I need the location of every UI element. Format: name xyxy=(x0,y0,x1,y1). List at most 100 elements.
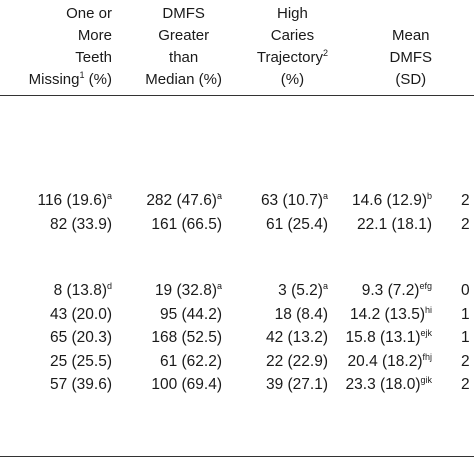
header-line: Median (%) xyxy=(145,71,222,88)
cell-superscript: ejk xyxy=(420,328,432,338)
table-cell: 15.8 (13.1)ejk xyxy=(346,326,432,349)
cell-value: 39 (27.1) xyxy=(265,376,328,393)
cell-value: 161 (66.5) xyxy=(151,215,222,233)
truncated-cell: 2 xyxy=(461,352,470,370)
table-cell: 168 (52.5) xyxy=(151,326,222,349)
truncated-cell: 2 xyxy=(461,376,470,393)
cell-value: 82 (33.9) xyxy=(49,215,112,233)
col-header-mean-dmfs: Mean DMFS (SD) xyxy=(390,25,433,91)
header-line: Mean xyxy=(391,27,430,44)
truncated-cell: 2 xyxy=(461,215,470,233)
table-cell: 65 (20.3) xyxy=(50,326,112,349)
cell-value: 19 (32.8) xyxy=(154,282,217,299)
cell-superscript: hi xyxy=(424,304,432,315)
table-cell: 61 (62.2) xyxy=(160,350,222,373)
cell-value: 61 (62.2) xyxy=(159,352,222,370)
header-line: More xyxy=(77,27,112,44)
cell-value: 9.3 (7.2) xyxy=(361,282,420,299)
cell-value: 168 (52.5) xyxy=(151,329,222,346)
cell-superscript: a xyxy=(216,281,222,291)
header-line: Greater xyxy=(158,27,210,44)
cell-value: 23.3 (18.0) xyxy=(345,376,421,393)
header-line: Missing xyxy=(28,71,80,88)
table-row: 25 (25.5) 61 (62.2) 22 (22.9) 20.4 (18.2)fh… xyxy=(0,350,474,373)
col-header-teeth-missing: One or More Teeth Missing1 (%) xyxy=(29,3,112,91)
cell-superscript: a xyxy=(216,191,222,201)
table-cell: 8 (13.8)d xyxy=(54,279,112,302)
cell-value: 116 (19.6) xyxy=(37,192,107,209)
header-line: High xyxy=(277,5,308,22)
cell-value: 22 (22.9) xyxy=(265,352,328,370)
cell-superscript: a xyxy=(322,191,328,201)
table-cell: 61 (25.4) xyxy=(266,213,328,236)
header-line: Teeth xyxy=(75,49,112,66)
cell-value: 22.1 (18.1) xyxy=(357,215,432,233)
table-cell: 161 (66.5) xyxy=(151,213,222,236)
bottom-rule xyxy=(0,456,474,457)
table-cell: 20.4 (18.2)fhj xyxy=(348,350,432,373)
cell-value: 25 (25.5) xyxy=(49,352,112,370)
table-cell: 100 (69.4) xyxy=(151,373,222,396)
cell-value: 18 (8.4) xyxy=(274,305,328,323)
cell-value: 20.4 (18.2) xyxy=(347,352,423,370)
table-cell: 39 (27.1) xyxy=(266,373,328,396)
header-line: One or xyxy=(66,5,112,22)
cell-value: 61 (25.4) xyxy=(265,215,328,233)
cell-value: 43 (20.0) xyxy=(49,305,112,323)
header-line: DMFS xyxy=(389,49,433,66)
header-line: Caries xyxy=(270,27,315,44)
cell-value: 42 (13.2) xyxy=(265,329,328,346)
table-row: 82 (33.9) 161 (66.5) 61 (25.4) 22.1 (18.1) 2 xyxy=(0,213,474,236)
cell-value: 3 (5.2) xyxy=(278,282,323,299)
header-line: DMFS xyxy=(162,5,205,22)
footnote-marker: 1 xyxy=(79,70,85,80)
cell-superscript: fhj xyxy=(422,351,432,362)
cell-superscript: b xyxy=(426,191,432,201)
header-unit: (%) xyxy=(84,71,112,88)
table-cell: 23.3 (18.0)gik xyxy=(346,373,432,396)
truncated-cell: 1 xyxy=(461,305,470,323)
table-row: 116 (19.6)a 282 (47.6)a 63 (10.7)a 14.6 (12… xyxy=(0,189,474,212)
table-row: 65 (20.3) 168 (52.5) 42 (13.2) 15.8 (13.1)e… xyxy=(0,326,474,349)
table-cell: 57 (39.6) xyxy=(50,373,112,396)
header-line: Trajectory xyxy=(256,49,323,66)
cell-superscript: d xyxy=(106,281,112,291)
table-cell: 25 (25.5) xyxy=(50,350,112,373)
col-header-high-caries: High Caries Trajectory2 (%) xyxy=(257,3,328,91)
table-cell: 14.2 (13.5)hi xyxy=(350,303,432,326)
cell-value: 8 (13.8) xyxy=(53,282,107,299)
cell-value: 57 (39.6) xyxy=(49,376,112,393)
cell-superscript: efg xyxy=(419,281,432,291)
cell-value: 65 (20.3) xyxy=(49,329,112,346)
footnote-marker: 2 xyxy=(322,48,328,58)
header-line: (SD) xyxy=(395,71,427,88)
cell-value: 14.6 (12.9) xyxy=(352,192,427,209)
cell-superscript: gik xyxy=(420,375,432,385)
table-cell: 9.3 (7.2)efg xyxy=(362,279,432,302)
col-header-dmfs-greater: DMFS Greater than Median (%) xyxy=(145,3,222,91)
table-cell: 63 (10.7)a xyxy=(261,189,328,212)
table-cell: 282 (47.6)a xyxy=(146,189,222,212)
table-row: 43 (20.0) 95 (44.2) 18 (8.4) 14.2 (13.5)hi 1 xyxy=(0,303,474,326)
cell-value: 95 (44.2) xyxy=(159,305,222,323)
header-line: than xyxy=(169,49,199,66)
table-cell: 22 (22.9) xyxy=(266,350,328,373)
table-cell: 95 (44.2) xyxy=(160,303,222,326)
cell-superscript: a xyxy=(322,281,328,291)
cell-value: 63 (10.7) xyxy=(260,192,323,209)
header-unit: (%) xyxy=(280,71,305,88)
cell-value: 100 (69.4) xyxy=(151,376,222,393)
cell-value: 14.2 (13.5) xyxy=(350,305,425,323)
cell-value: 282 (47.6) xyxy=(146,192,217,209)
table-cell: 42 (13.2) xyxy=(266,326,328,349)
table-cell: 18 (8.4) xyxy=(275,303,328,326)
header-rule xyxy=(0,95,474,96)
truncated-cell: 1 xyxy=(461,329,470,346)
table-cell: 22.1 (18.1) xyxy=(357,213,432,236)
table-row: 57 (39.6) 100 (69.4) 39 (27.1) 23.3 (18.0)g… xyxy=(0,373,474,396)
cell-value: 15.8 (13.1) xyxy=(345,329,421,346)
table-cell: 3 (5.2)a xyxy=(278,279,328,302)
table-cell: 43 (20.0) xyxy=(50,303,112,326)
cell-superscript: a xyxy=(106,191,112,201)
